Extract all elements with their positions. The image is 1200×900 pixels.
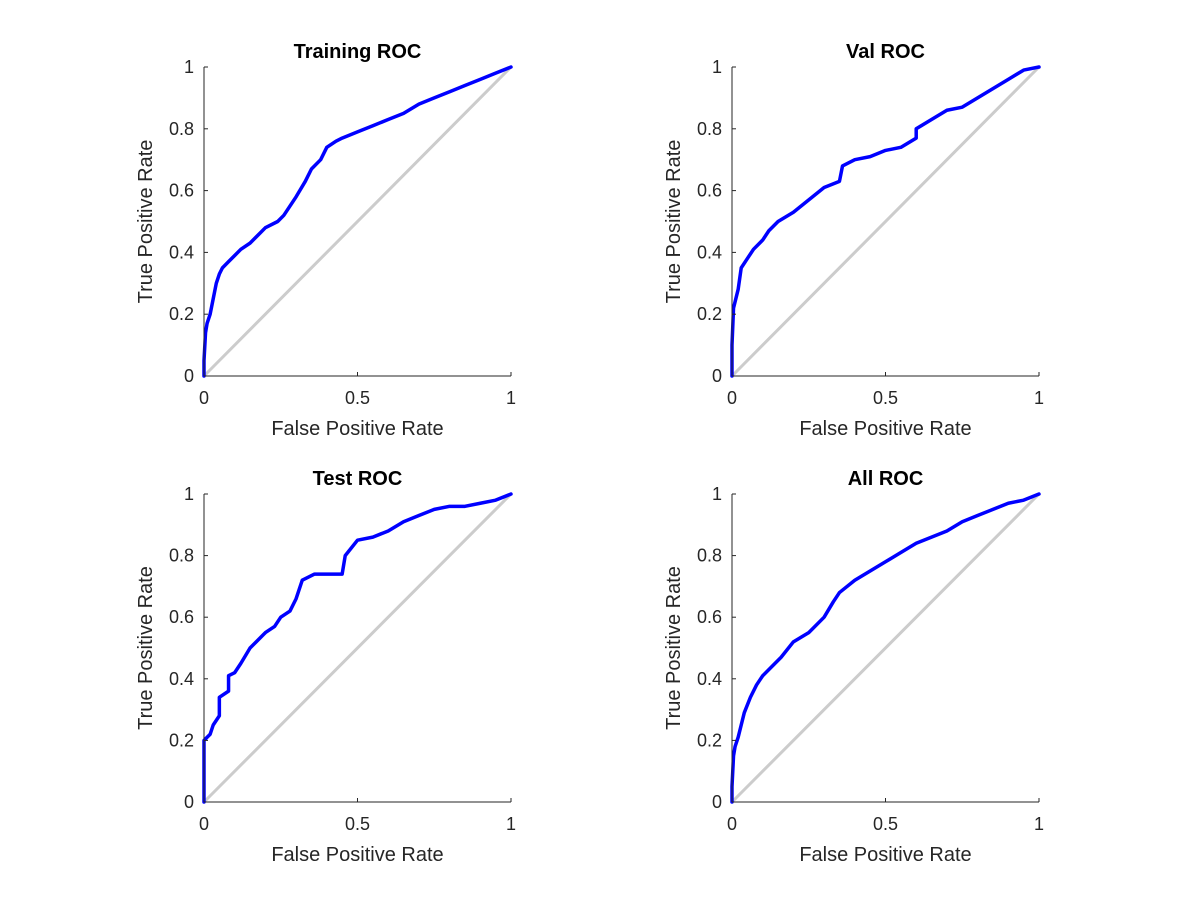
y-axis-label: True Positive Rate: [135, 566, 157, 730]
roc-panel: 0 0.5 1 0 0.2 0.4 0.6 0.8 1 Test ROC False Positiv…: [135, 468, 516, 866]
x-tick-label: 0.5: [345, 814, 370, 834]
y-tick-label: 0: [184, 366, 194, 386]
y-axis-label: True Positive Rate: [663, 140, 685, 304]
x-axis-label: False Positive Rate: [799, 418, 971, 440]
y-tick-label: 0.2: [169, 730, 194, 750]
y-tick-label: 1: [184, 57, 194, 77]
y-tick-label: 1: [712, 484, 722, 504]
x-tick-label: 0: [727, 814, 737, 834]
y-tick-label: 0.8: [169, 546, 194, 566]
y-tick-label: 0.6: [169, 181, 194, 201]
x-tick-label: 0: [727, 388, 737, 408]
x-tick-label: 0.5: [873, 814, 898, 834]
y-tick-label: 1: [712, 57, 722, 77]
x-tick-label: 0.5: [873, 388, 898, 408]
roc-curve: [202, 492, 513, 804]
roc-curve: [730, 492, 1041, 804]
y-axis-label: True Positive Rate: [135, 140, 157, 304]
chart-title: Training ROC: [294, 41, 422, 63]
roc-curve: [202, 65, 513, 378]
roc-panel: 0 0.5 1 0 0.2 0.4 0.6 0.8 1 Val ROC False Positive…: [663, 41, 1044, 440]
y-tick-label: 0.6: [697, 607, 722, 627]
y-tick-label: 0: [712, 792, 722, 812]
y-axis-label: True Positive Rate: [663, 566, 685, 730]
x-tick-label: 0: [199, 814, 209, 834]
y-tick-label: 0.4: [697, 242, 722, 262]
y-tick-label: 0.8: [169, 119, 194, 139]
x-axis-label: False Positive Rate: [271, 844, 443, 866]
y-tick-label: 0.8: [697, 546, 722, 566]
chart-title: Test ROC: [313, 468, 403, 490]
y-tick-label: 0.2: [697, 730, 722, 750]
x-tick-label: 0.5: [345, 388, 370, 408]
chance-line: [202, 492, 513, 804]
y-tick-label: 0.2: [169, 304, 194, 324]
chance-line: [202, 65, 513, 378]
chance-line: [730, 492, 1041, 804]
y-tick-label: 0.4: [169, 669, 194, 689]
x-tick-label: 1: [506, 814, 516, 834]
roc-panel: 0 0.5 1 0 0.2 0.4 0.6 0.8 1 Training ROC False Pos…: [135, 41, 516, 440]
x-axis-label: False Positive Rate: [799, 844, 971, 866]
y-tick-label: 0: [712, 366, 722, 386]
y-tick-label: 0.4: [169, 242, 194, 262]
y-tick-label: 1: [184, 484, 194, 504]
x-tick-label: 1: [506, 388, 516, 408]
y-tick-label: 0.6: [697, 181, 722, 201]
roc-panel: 0 0.5 1 0 0.2 0.4 0.6 0.8 1 All ROC False Positive…: [663, 468, 1044, 866]
x-axis-label: False Positive Rate: [271, 418, 443, 440]
chart-title: All ROC: [848, 468, 924, 490]
y-tick-label: 0: [184, 792, 194, 812]
chance-line: [730, 65, 1041, 378]
y-tick-label: 0.4: [697, 669, 722, 689]
x-tick-label: 1: [1034, 388, 1044, 408]
y-tick-label: 0.2: [697, 304, 722, 324]
y-tick-label: 0.8: [697, 119, 722, 139]
x-tick-label: 1: [1034, 814, 1044, 834]
y-tick-label: 0.6: [169, 607, 194, 627]
x-tick-label: 0: [199, 388, 209, 408]
chart-title: Val ROC: [846, 41, 925, 63]
roc-curve: [730, 65, 1041, 378]
